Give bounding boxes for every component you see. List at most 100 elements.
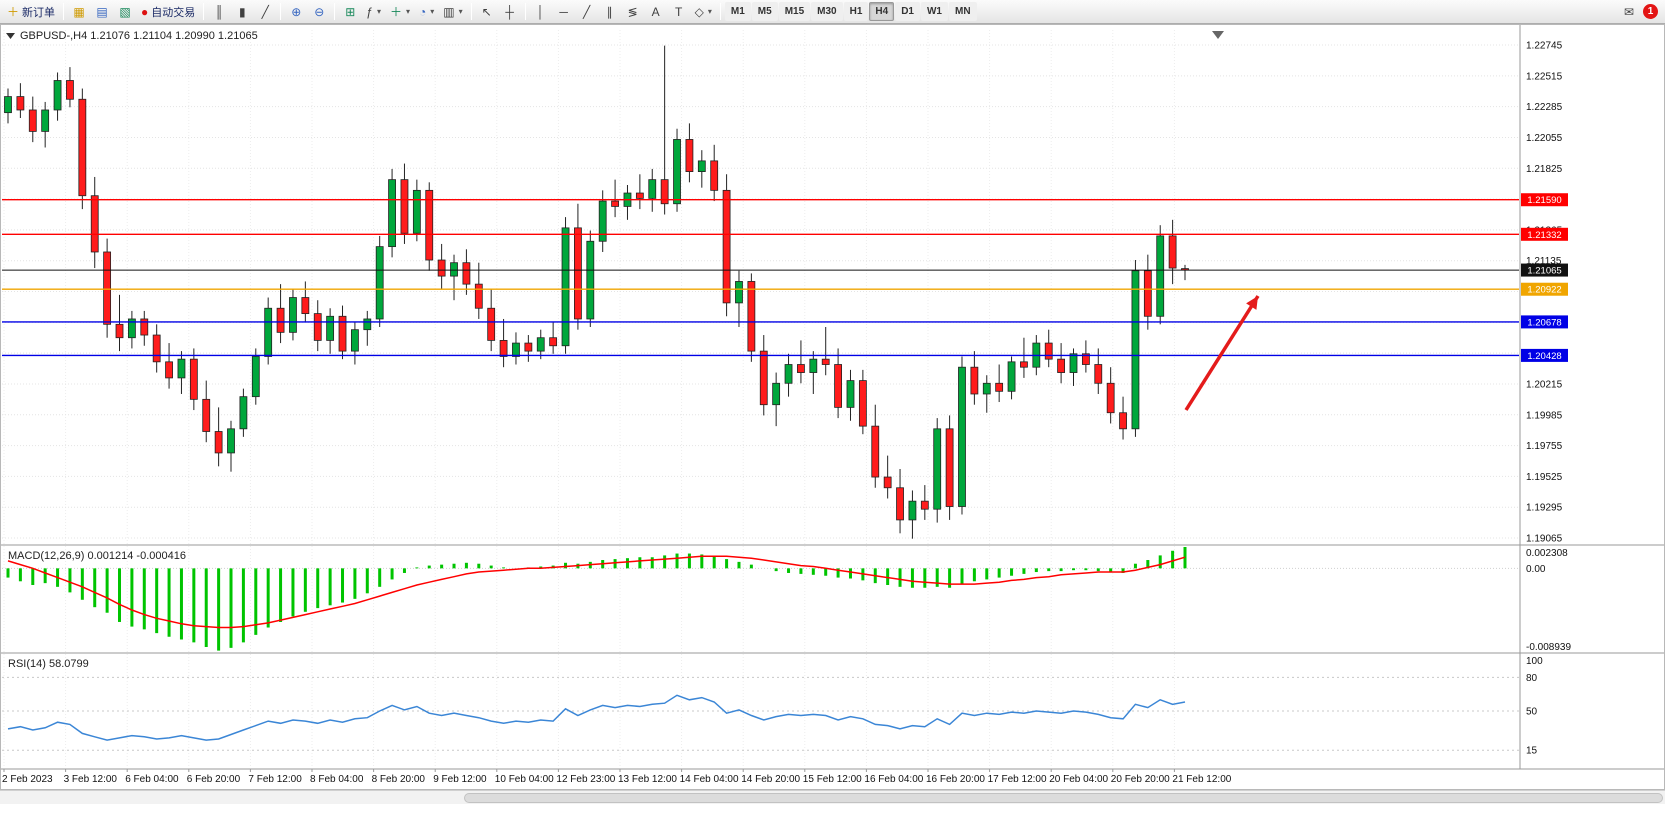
toolbar-separator [203, 3, 205, 20]
text-label-button[interactable]: T [668, 2, 690, 22]
zoom-in-button[interactable]: ⊕ [285, 2, 307, 22]
svg-text:2 Feb 2023: 2 Feb 2023 [2, 774, 53, 785]
timeframe-h1-button[interactable]: H1 [843, 2, 869, 21]
svg-text:1.21135: 1.21135 [1526, 256, 1562, 267]
horizontal-scrollbar[interactable] [0, 790, 1665, 804]
autotrading-button[interactable]: ● 自动交易 [137, 2, 199, 22]
market-watch-button[interactable]: ▦ [68, 2, 90, 22]
candle-chart-icon: ▮ [238, 4, 246, 19]
timeframe-d1-button[interactable]: D1 [895, 2, 920, 21]
chart-symbol-label: GBPUSD-,H4 1.21076 1.21104 1.20990 1.210… [20, 30, 258, 42]
trendline-button[interactable]: ╱ [576, 2, 598, 22]
svg-text:1.19525: 1.19525 [1526, 472, 1563, 483]
navigator-button[interactable]: ▧ [114, 2, 136, 22]
price-axis[interactable]: 1.22745 1.22515 1.22285 1.22055 1.21825 1.215… [1521, 41, 1568, 545]
templates-icon: ▥ [443, 4, 455, 19]
autotrading-label: 自动交易 [151, 6, 196, 19]
svg-text:16 Feb 20:00: 16 Feb 20:00 [926, 774, 985, 785]
svg-text:17 Feb 12:00: 17 Feb 12:00 [988, 774, 1047, 785]
vertical-line-button[interactable]: │ [530, 2, 552, 22]
svg-text:1.20922: 1.20922 [1527, 285, 1561, 296]
svg-text:6 Feb 20:00: 6 Feb 20:00 [187, 774, 241, 785]
data-window-button[interactable]: ▤ [91, 2, 113, 22]
candle-chart-button[interactable]: ▮ [231, 2, 253, 22]
svg-text:15 Feb 12:00: 15 Feb 12:00 [803, 774, 862, 785]
time-axis[interactable]: 2 Feb 2023 3 Feb 12:00 6 Feb 04:00 6 Feb 20… [2, 769, 1232, 785]
macd-axis-min: -0.008939 [1526, 642, 1571, 653]
svg-text:7 Feb 12:00: 7 Feb 12:00 [248, 774, 302, 785]
new-chart-icon: ＋ [389, 4, 402, 19]
tile-windows-button[interactable]: ⊞ [339, 2, 361, 22]
scrollbar-thumb[interactable] [464, 793, 1663, 803]
macd-label: MACD(12,26,9) 0.001214 -0.000416 [8, 550, 186, 562]
rsi-axis-level: 80 [1526, 673, 1538, 684]
toolbar-separator [719, 3, 721, 20]
timeframe-m30-button[interactable]: M30 [811, 2, 843, 21]
market-watch-icon: ▦ [73, 4, 85, 19]
chart-background [0, 24, 1665, 790]
cursor-icon: ↖ [481, 4, 492, 19]
channel-button[interactable]: ∥ [599, 2, 621, 22]
indicators-icon: ƒ [366, 4, 373, 19]
new-order-label: 新订单 [22, 6, 56, 19]
shapes-button[interactable]: ◇ ▾ [691, 2, 716, 22]
toolbar-separator [334, 3, 336, 20]
chart-shift-marker[interactable] [1212, 31, 1224, 39]
new-order-button[interactable]: ＋ 新订单 [3, 2, 59, 22]
svg-text:1.20428: 1.20428 [1527, 351, 1561, 362]
chevron-down-icon: ▾ [707, 7, 712, 16]
svg-text:8 Feb 04:00: 8 Feb 04:00 [310, 774, 364, 785]
svg-text:1.22745: 1.22745 [1526, 41, 1563, 52]
periods-button[interactable]: ◔ ▾ [415, 2, 438, 22]
new-order-icon: ＋ [7, 4, 20, 19]
chart-window[interactable]: GBPUSD-,H4 1.21076 1.21104 1.20990 1.210… [0, 24, 1665, 790]
zoom-in-icon: ⊕ [291, 4, 302, 19]
timeframe-h4-button[interactable]: H4 [869, 2, 895, 21]
svg-text:3 Feb 12:00: 3 Feb 12:00 [64, 774, 118, 785]
fibonacci-icon: ≶ [627, 4, 638, 19]
bar-chart-button[interactable]: ║ [208, 2, 230, 22]
timeframe-mn-button[interactable]: MN [948, 2, 977, 21]
new-chart-button[interactable]: ＋ ▾ [386, 2, 414, 22]
one-click-trading-arrow[interactable] [6, 33, 15, 39]
horizontal-line-icon: ─ [559, 4, 568, 19]
cursor-button[interactable]: ↖ [476, 2, 498, 22]
alerts-button[interactable]: ✉ [1618, 2, 1640, 22]
templates-button[interactable]: ▥ ▾ [439, 2, 466, 22]
svg-text:1.19295: 1.19295 [1526, 503, 1563, 514]
chevron-down-icon: ▾ [376, 7, 381, 16]
line-chart-icon: ╱ [261, 4, 269, 19]
trendline-icon: ╱ [583, 4, 591, 19]
text-button[interactable]: A [645, 2, 667, 22]
zoom-out-button[interactable]: ⊖ [308, 2, 330, 22]
timeframe-m15-button[interactable]: M15 [778, 2, 811, 21]
mid-pivot-line-price-tag [1521, 282, 1568, 296]
chevron-down-icon: ▾ [405, 7, 410, 16]
fibonacci-button[interactable]: ≶ [622, 2, 644, 22]
notification-badge[interactable]: 1 [1643, 4, 1658, 19]
line-chart-button[interactable]: ╱ [254, 2, 276, 22]
bar-chart-icon: ║ [215, 4, 224, 19]
crosshair-button[interactable]: ┼ [499, 2, 521, 22]
autotrading-icon: ● [141, 4, 149, 19]
toolbar-separator [470, 3, 472, 20]
svg-text:1.20215: 1.20215 [1526, 379, 1563, 390]
timeframe-m5-button[interactable]: M5 [751, 2, 778, 21]
price-chart[interactable]: GBPUSD-,H4 1.21076 1.21104 1.20990 1.210… [0, 24, 1665, 790]
timeframe-w1-button[interactable]: W1 [920, 2, 948, 21]
svg-text:1.21825: 1.21825 [1526, 164, 1563, 175]
svg-text:20 Feb 04:00: 20 Feb 04:00 [1049, 774, 1108, 785]
svg-text:14 Feb 20:00: 14 Feb 20:00 [741, 774, 800, 785]
horizontal-line-button[interactable]: ─ [553, 2, 575, 22]
zoom-out-icon: ⊖ [314, 4, 325, 19]
svg-text:14 Feb 04:00: 14 Feb 04:00 [680, 774, 739, 785]
svg-text:1.22055: 1.22055 [1526, 133, 1563, 144]
trend-arrow[interactable] [1184, 295, 1260, 411]
navigator-icon: ▧ [119, 4, 131, 19]
svg-text:12 Feb 23:00: 12 Feb 23:00 [556, 774, 615, 785]
main-toolbar: ＋ 新订单 ▦ ▤ ▧ ● 自动交易 ║ ▮ ╱ ⊕ ⊖ ⊞ ƒ ▾ ＋ ▾ ◔… [0, 0, 1665, 24]
indicators-button[interactable]: ƒ ▾ [362, 2, 385, 22]
svg-text:1.19755: 1.19755 [1526, 441, 1563, 452]
timeframe-m1-button[interactable]: M1 [724, 2, 751, 21]
chevron-down-icon: ▾ [458, 7, 463, 16]
